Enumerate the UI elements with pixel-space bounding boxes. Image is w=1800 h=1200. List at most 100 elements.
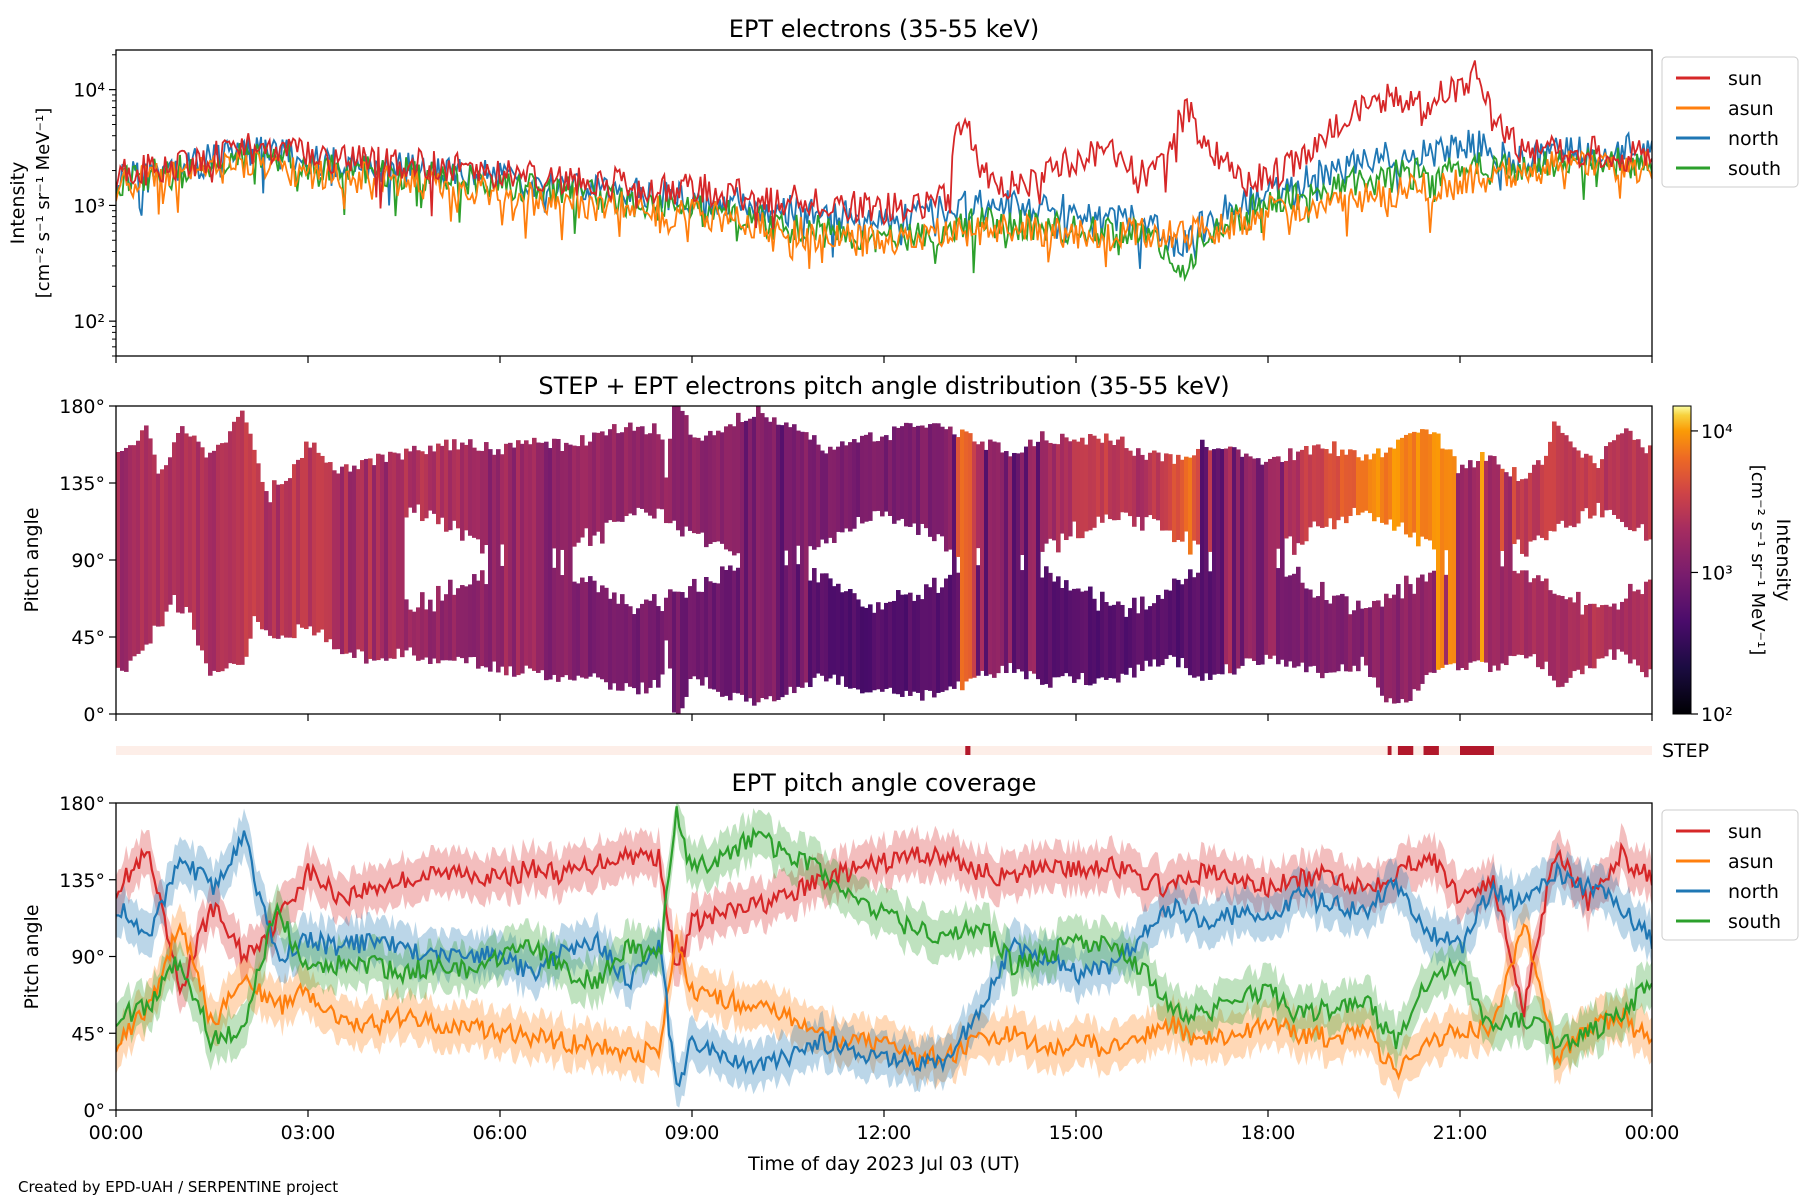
heatmap-cell bbox=[552, 567, 557, 675]
heatmap-cell bbox=[1296, 566, 1301, 667]
heatmap-cell bbox=[1284, 576, 1289, 667]
heatmap-cell bbox=[808, 580, 813, 688]
heatmap-cell bbox=[856, 442, 861, 517]
heatmap-cell bbox=[236, 416, 241, 665]
heatmap-cell bbox=[1396, 584, 1401, 704]
heatmap-cell bbox=[472, 447, 477, 538]
heatmap-cell bbox=[1260, 464, 1265, 665]
heatmap-cell bbox=[1152, 603, 1157, 660]
heatmap-cell bbox=[1380, 457, 1385, 523]
heatmap-cell bbox=[948, 426, 953, 550]
heatmap-cell bbox=[1624, 598, 1629, 655]
heatmap-cell bbox=[1172, 463, 1177, 543]
heatmap-cell bbox=[1160, 598, 1165, 666]
heatmap-cell bbox=[756, 406, 761, 703]
panel2-ylabel: Pitch angle bbox=[21, 507, 43, 612]
heatmap-cell bbox=[844, 591, 849, 687]
y-tick-label: 45° bbox=[71, 1023, 105, 1045]
heatmap-cell bbox=[1188, 569, 1193, 676]
heatmap-cell bbox=[724, 426, 729, 550]
heatmap-cell bbox=[1276, 456, 1281, 549]
heatmap-cell bbox=[712, 435, 717, 543]
heatmap-cell bbox=[208, 452, 213, 676]
y-tick-label: 45° bbox=[71, 627, 105, 649]
heatmap-cell bbox=[160, 469, 165, 627]
panel4-xticks: 00:00 03:00 06:00 09:00 12:00 15:00 18:00 21:00… bbox=[89, 1110, 1679, 1144]
heatmap-cell bbox=[452, 594, 457, 661]
heatmap-cell bbox=[1456, 473, 1461, 671]
heatmap-cell bbox=[1388, 447, 1393, 520]
panel1-ylabel-units: [cm⁻² s⁻¹ sr⁻¹ MeV⁻¹] bbox=[33, 108, 54, 299]
heatmap-cell bbox=[508, 442, 513, 667]
heatmap-cell bbox=[156, 473, 161, 627]
heatmap-cell bbox=[1364, 608, 1369, 666]
step-interval bbox=[1423, 746, 1439, 755]
heatmap-cell bbox=[896, 427, 901, 521]
heatmap-cell bbox=[464, 444, 469, 531]
step-interval bbox=[1387, 746, 1392, 755]
heatmap-cell bbox=[1636, 589, 1641, 666]
heatmap-cell bbox=[1140, 596, 1145, 671]
heatmap-cell bbox=[1072, 439, 1077, 522]
heatmap-cell bbox=[1356, 600, 1361, 672]
heatmap-cell bbox=[1408, 433, 1413, 538]
heatmap-cell bbox=[964, 431, 969, 682]
heatmap-cell bbox=[840, 592, 845, 677]
heatmap-cell bbox=[1336, 456, 1341, 521]
heatmap-cell bbox=[688, 434, 693, 531]
heatmap-cell bbox=[916, 594, 921, 693]
series-line-north bbox=[116, 129, 1652, 269]
heatmap-cell bbox=[428, 599, 433, 664]
heatmap-cell bbox=[628, 606, 633, 687]
heatmap-cell bbox=[1468, 460, 1473, 663]
heatmap-cell bbox=[688, 586, 693, 680]
heatmap-cell bbox=[580, 577, 585, 678]
heatmap-cell bbox=[980, 441, 985, 671]
heatmap-cell bbox=[232, 421, 237, 664]
heatmap-cell bbox=[1112, 445, 1117, 521]
heatmap-cell bbox=[1212, 449, 1217, 675]
heatmap-cell bbox=[500, 454, 505, 545]
heatmap-cell bbox=[1512, 570, 1517, 657]
heatmap-cell bbox=[644, 599, 649, 694]
heatmap-cell bbox=[1604, 604, 1609, 657]
heatmap-cell bbox=[1608, 442, 1613, 510]
heatmap-cell bbox=[1332, 441, 1337, 530]
heatmap-cell bbox=[528, 444, 533, 669]
heatmap-cell bbox=[1560, 595, 1565, 687]
heatmap-cell bbox=[1092, 598, 1097, 684]
heatmap-cell bbox=[244, 422, 249, 657]
heatmap-cell bbox=[1544, 578, 1549, 662]
heatmap-cell bbox=[500, 565, 505, 667]
legend4-sun-label: sun bbox=[1728, 821, 1762, 843]
heatmap-cell bbox=[872, 612, 877, 691]
heatmap-cell bbox=[224, 442, 229, 669]
step-label: STEP bbox=[1662, 740, 1709, 762]
heatmap-cell bbox=[1552, 421, 1557, 532]
heatmap-cell bbox=[1588, 455, 1593, 519]
heatmap-cell bbox=[1444, 449, 1449, 551]
heatmap-cell bbox=[1076, 588, 1081, 680]
heatmap-cell bbox=[1152, 450, 1157, 519]
heatmap-cell bbox=[1184, 578, 1189, 669]
pad-heatmap-panel: STEP + EPT electrons pitch angle distrib… bbox=[21, 372, 1794, 726]
heatmap-cell bbox=[1180, 459, 1185, 542]
heatmap-cell bbox=[1320, 448, 1325, 528]
heatmap-cell bbox=[904, 594, 909, 691]
heatmap-cell bbox=[1612, 440, 1617, 515]
heatmap-cell bbox=[1068, 590, 1073, 677]
heatmap-cell bbox=[1080, 591, 1085, 674]
heatmap-cell bbox=[1076, 441, 1081, 539]
heatmap-cell bbox=[1264, 461, 1269, 655]
heatmap-cell bbox=[212, 450, 217, 671]
heatmap-cell bbox=[1540, 464, 1545, 538]
heatmap-cell bbox=[604, 587, 609, 683]
heatmap-cell bbox=[1168, 454, 1173, 531]
heatmap-cell bbox=[176, 433, 181, 613]
heatmap-cell bbox=[672, 591, 677, 713]
heatmap-cell bbox=[1484, 460, 1489, 663]
heatmap-cell bbox=[920, 599, 925, 701]
heatmap-cell bbox=[872, 441, 877, 512]
heatmap-cell bbox=[380, 454, 385, 659]
heatmap-cell bbox=[824, 453, 829, 544]
